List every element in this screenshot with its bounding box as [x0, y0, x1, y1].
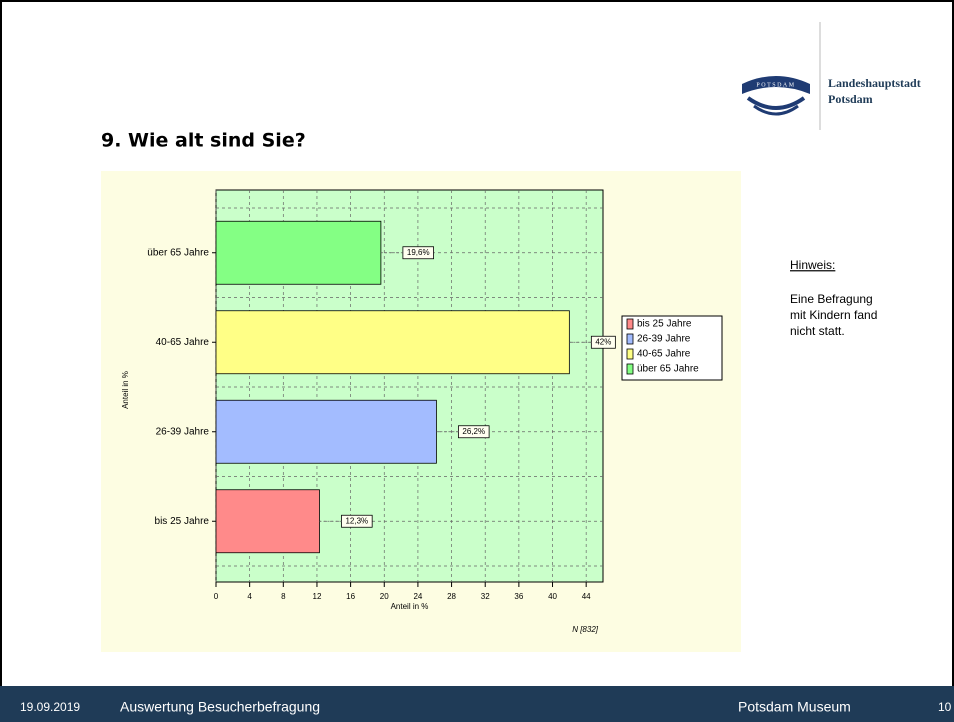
chart-note: N [832]	[572, 625, 599, 634]
hint-line: nicht statt.	[790, 324, 845, 338]
hint-title: Hinweis:	[790, 258, 835, 272]
logo-stripe	[746, 96, 806, 110]
legend-swatch	[626, 318, 634, 330]
x-tick-label: 36	[514, 592, 523, 601]
y-axis-label: Anteil in %	[121, 371, 130, 409]
x-tick-label: 4	[247, 592, 252, 601]
logo-text: POTSDAM	[756, 82, 795, 88]
x-tick-label: 20	[380, 592, 389, 601]
legend-swatch	[626, 348, 634, 360]
hint-line: Eine Befragung	[790, 292, 873, 306]
chart-title: 9. Wie alt sind Sie?	[101, 130, 306, 152]
logo-stripe	[753, 104, 799, 116]
legend-label: über 65 Jahre	[637, 364, 699, 375]
chart: 0 4 8 12 16 20 24 28 32 36 40 44 Anteil in % Anteil i…	[121, 190, 723, 634]
y-tick-label: 26-39 Jahre	[156, 426, 210, 437]
org-name: Potsdam	[828, 92, 873, 106]
y-tick-label: über 65 Jahre	[147, 247, 209, 258]
data-label: 42%	[595, 337, 611, 346]
bar	[215, 310, 570, 375]
footer-bar	[0, 686, 954, 722]
x-tick-label: 44	[582, 592, 591, 601]
x-tick-label: 24	[413, 592, 422, 601]
bar	[215, 399, 437, 464]
bar	[215, 489, 320, 554]
legend-label: 26-39 Jahre	[637, 334, 691, 345]
x-tick-label: 12	[313, 592, 322, 601]
legend-label: 40-65 Jahre	[637, 349, 691, 360]
org-name: Landeshauptstadt	[828, 76, 921, 90]
x-axis-label: Anteil in %	[391, 602, 429, 611]
x-tick-label: 8	[281, 592, 286, 601]
footer-title: Auswertung Besucherbefragung	[120, 699, 320, 715]
data-label: 12,3%	[345, 516, 368, 525]
footer-page: 10	[938, 700, 952, 714]
data-label: 19,6%	[407, 248, 430, 257]
logo-band	[742, 76, 810, 94]
logo: POTSDAM	[742, 76, 810, 116]
x-tick-label: 16	[346, 592, 355, 601]
legend-swatch	[626, 333, 634, 345]
bar	[215, 220, 382, 285]
x-tick-label: 32	[481, 592, 490, 601]
legend-label: bis 25 Jahre	[637, 319, 692, 330]
footer-org: Potsdam Museum	[738, 699, 851, 715]
footer-date: 19.09.2019	[20, 700, 80, 714]
y-tick-label: 40-65 Jahre	[156, 337, 210, 348]
x-tick-label: 0	[214, 592, 219, 601]
x-tick-label: 28	[447, 592, 456, 601]
x-tick-label: 40	[548, 592, 557, 601]
data-label: 26,2%	[462, 427, 485, 436]
hint-line: mit Kindern fand	[790, 308, 877, 322]
y-tick-label: bis 25 Jahre	[155, 516, 210, 527]
legend-box	[621, 315, 723, 381]
legend-swatch	[626, 363, 634, 375]
